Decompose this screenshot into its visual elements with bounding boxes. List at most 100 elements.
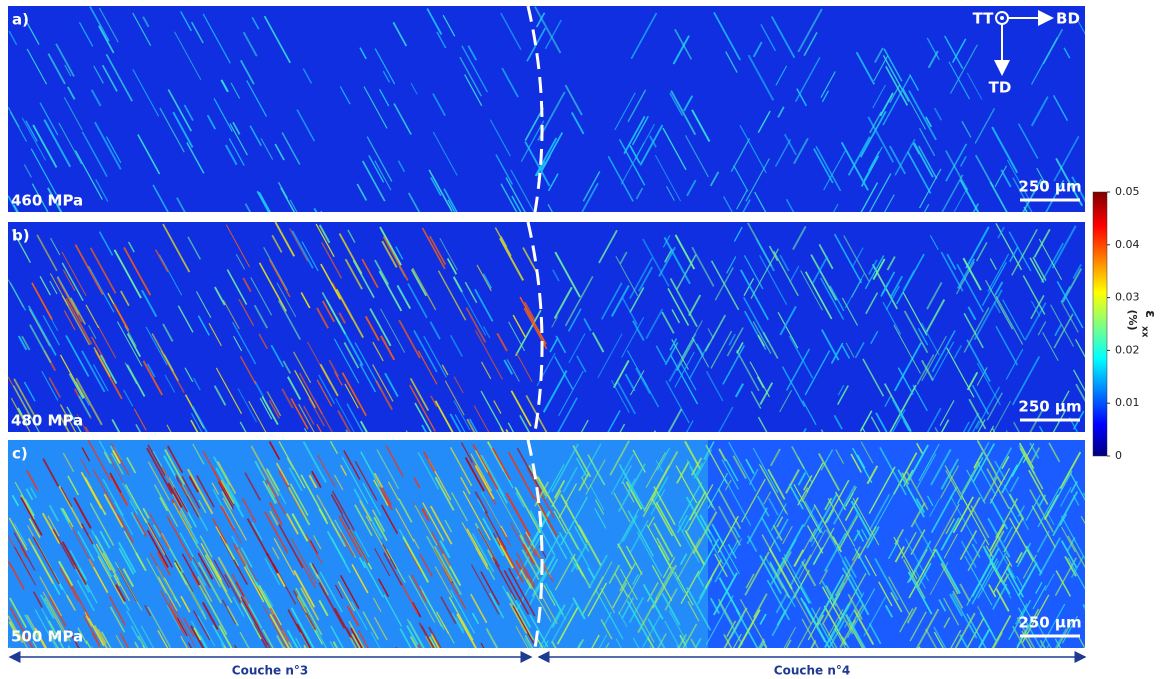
streak — [1016, 616, 1036, 648]
streak — [772, 524, 783, 541]
streak — [788, 335, 814, 379]
streak — [211, 482, 220, 495]
streak — [1008, 231, 1032, 272]
streak — [162, 323, 174, 342]
streak — [552, 269, 560, 282]
streak — [783, 133, 797, 156]
streak — [976, 362, 1001, 406]
streak — [429, 235, 447, 265]
streak — [688, 294, 702, 317]
streak — [832, 536, 843, 553]
streak — [737, 609, 761, 648]
streak — [806, 462, 824, 493]
streak — [334, 519, 357, 559]
streak — [316, 454, 336, 487]
streak — [212, 488, 236, 529]
streak — [1009, 517, 1034, 562]
streak — [506, 591, 535, 641]
streak — [474, 288, 494, 322]
streak — [520, 120, 545, 162]
streak — [447, 199, 456, 212]
streak — [759, 255, 788, 306]
streak — [23, 381, 36, 402]
streak — [971, 543, 981, 558]
streak — [832, 203, 839, 212]
streak — [296, 109, 316, 142]
streak — [647, 516, 655, 528]
streak — [818, 569, 829, 585]
streak — [966, 72, 983, 100]
streak — [262, 629, 274, 648]
streak — [950, 629, 962, 648]
streak — [13, 532, 36, 571]
streak — [474, 450, 489, 473]
streak — [359, 500, 372, 522]
streak — [569, 531, 590, 567]
streak — [59, 354, 85, 399]
streak — [718, 601, 744, 646]
streak — [717, 598, 733, 625]
streak — [1002, 299, 1026, 340]
streak — [507, 451, 536, 500]
streak — [779, 254, 790, 272]
streak — [1067, 535, 1085, 569]
streak — [862, 358, 885, 397]
streak — [31, 183, 49, 212]
streak — [691, 109, 711, 143]
streak — [61, 295, 91, 346]
streak — [872, 84, 886, 109]
streak — [704, 314, 727, 352]
streak — [915, 608, 940, 648]
streak — [192, 610, 211, 641]
streak — [8, 517, 28, 551]
streak — [329, 440, 339, 455]
streak — [833, 414, 843, 430]
streak — [189, 558, 207, 587]
streak — [473, 405, 490, 432]
streak — [217, 461, 237, 495]
streak — [927, 495, 934, 507]
streak — [398, 319, 421, 359]
streak — [200, 543, 223, 581]
streak — [264, 557, 281, 586]
streak — [321, 241, 343, 279]
streak — [409, 636, 419, 648]
streak — [627, 350, 648, 387]
streak — [230, 82, 241, 99]
streak — [84, 426, 90, 432]
streak — [603, 611, 613, 626]
streak — [717, 505, 742, 546]
streak — [525, 467, 543, 497]
streak — [430, 395, 438, 407]
streak — [653, 486, 676, 526]
streak — [17, 407, 28, 425]
streak — [116, 513, 134, 543]
streak — [995, 498, 1018, 539]
streak — [20, 497, 43, 536]
streak — [407, 283, 428, 319]
streak — [332, 490, 355, 531]
streak — [997, 226, 1005, 239]
streak — [332, 641, 339, 648]
streak — [132, 69, 160, 117]
streak — [732, 633, 742, 648]
streak — [363, 86, 388, 129]
streak — [863, 596, 887, 637]
streak — [820, 71, 836, 98]
streak — [374, 160, 392, 191]
streak — [600, 587, 616, 614]
streak — [213, 98, 233, 132]
streak — [328, 359, 340, 377]
streak — [767, 468, 786, 500]
streak — [897, 367, 914, 395]
streak — [803, 475, 813, 491]
streak — [966, 371, 979, 391]
streak — [534, 137, 558, 177]
streak — [190, 625, 205, 648]
streak — [262, 605, 288, 648]
streak — [126, 333, 142, 358]
streak — [844, 272, 865, 309]
streak — [146, 557, 167, 594]
streak — [874, 557, 899, 601]
streak — [428, 169, 453, 212]
